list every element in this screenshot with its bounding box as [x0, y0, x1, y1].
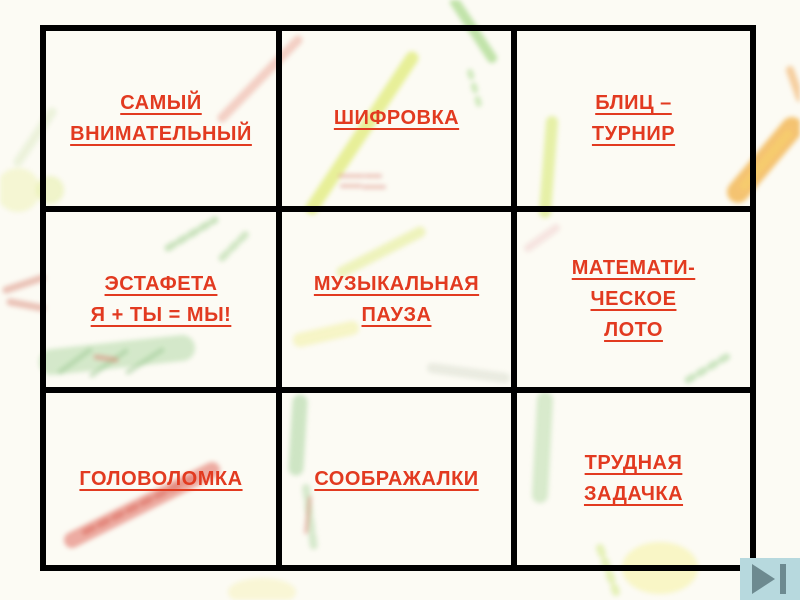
link-text-line: МАТЕМАТИ-: [571, 257, 696, 279]
link-text-line: ЭСТАФЕТА: [104, 272, 218, 295]
link-text-line: МУЗЫКАЛЬНАЯ: [313, 272, 480, 295]
link-soobrazhalki[interactable]: СООБРАЖАЛКИ: [314, 464, 478, 495]
board-cell-muzykalnaya-pauza: МУЗЫКАЛЬНАЯ ПАУЗА: [282, 212, 517, 393]
link-estafeta[interactable]: ЭСТАФЕТА Я + ТЫ = МЫ!: [91, 269, 232, 331]
link-golovolomka[interactable]: ГОЛОВОЛОМКА: [79, 464, 242, 495]
next-slide-button[interactable]: [740, 558, 800, 600]
link-muzykalnaya-pauza[interactable]: МУЗЫКАЛЬНАЯ ПАУЗА: [314, 269, 479, 331]
link-text-line: ЛОТО: [604, 319, 663, 341]
link-text-line: ТУРНИР: [591, 122, 676, 145]
link-text-line: ГОЛОВОЛОМКА: [79, 467, 243, 490]
board-cell-shifrovka: ШИФРОВКА: [282, 31, 517, 212]
link-trudnaya-zadachka[interactable]: ТРУДНАЯ ЗАДАЧКА: [584, 448, 683, 510]
link-text-line: БЛИЦ –: [595, 91, 672, 114]
board-cell-trudnaya-zadachka: ТРУДНАЯ ЗАДАЧКА: [517, 393, 750, 565]
board-cell-estafeta: ЭСТАФЕТА Я + ТЫ = МЫ!: [46, 212, 282, 393]
board-cell-blits-turnir: БЛИЦ – ТУРНИР: [517, 31, 750, 212]
link-blits-turnir[interactable]: БЛИЦ – ТУРНИР: [592, 88, 675, 150]
link-text-line: ТРУДНАЯ: [584, 452, 683, 474]
link-text-line: ЗАДАЧКА: [583, 483, 684, 505]
link-text-line: ШИФРОВКА: [333, 107, 460, 129]
board-cell-golovolomka: ГОЛОВОЛОМКА: [46, 393, 282, 565]
link-matematicheskoe-loto[interactable]: МАТЕМАТИ- ЧЕСКОЕ ЛОТО: [572, 253, 696, 346]
link-text-line: Я + ТЫ = МЫ!: [90, 303, 232, 326]
board-cell-matematicheskoe-loto: МАТЕМАТИ- ЧЕСКОЕ ЛОТО: [517, 212, 750, 393]
link-shifrovka[interactable]: ШИФРОВКА: [334, 103, 459, 134]
link-text-line: ЧЕСКОЕ: [590, 288, 677, 310]
link-text-line: САМЫЙ: [120, 91, 202, 114]
board-cell-soobrazhalki: СООБРАЖАЛКИ: [282, 393, 517, 565]
link-text-line: СООБРАЖАЛКИ: [314, 467, 479, 490]
game-board-table: САМЫЙ ВНИМАТЕЛЬНЫЙ ШИФРОВКА БЛИЦ – ТУРНИ…: [40, 25, 756, 571]
board-cell-samyy-vnimatelnyy: САМЫЙ ВНИМАТЕЛЬНЫЙ: [46, 31, 282, 212]
link-text-line: ПАУЗА: [361, 303, 432, 326]
link-text-line: ВНИМАТЕЛЬНЫЙ: [70, 122, 252, 145]
skip-to-end-icon: [752, 564, 786, 594]
link-samyy-vnimatelnyy[interactable]: САМЫЙ ВНИМАТЕЛЬНЫЙ: [70, 88, 252, 150]
